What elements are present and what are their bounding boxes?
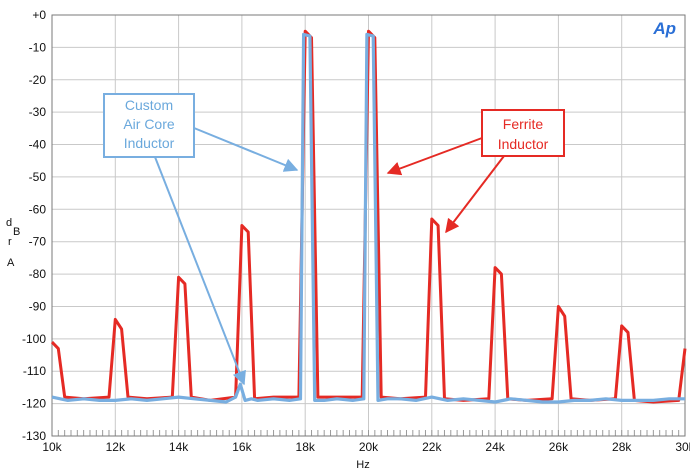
y-tick-label: +0 — [32, 8, 46, 22]
y-tick-labels: +0 -10 -20 -30 -40 -50 -60 -70 -80 -90 -100 -110 -12… — [22, 8, 46, 443]
x-axis-label: Hz — [356, 459, 369, 470]
ferrite-annotation: Ferrite Inductor — [386, 109, 565, 234]
ferrite-annotation-line-1: Ferrite — [503, 116, 544, 132]
x-tick-label: 12k — [106, 440, 126, 454]
air-core-annotation-line-2: Air Core — [123, 116, 175, 132]
air-core-annotation-line-3: Inductor — [124, 135, 175, 151]
y-tick-label: -30 — [29, 105, 47, 119]
x-tick-label: 14k — [169, 440, 189, 454]
air-core-arrow-1 — [193, 127, 299, 172]
ferrite-annotation-box — [481, 109, 565, 157]
y-axis-label-char-2: B — [13, 226, 20, 238]
y-axis-label-char-4: A — [7, 257, 15, 269]
series-line-air-core — [51, 32, 685, 404]
y-axis-label-char-3: r — [8, 236, 12, 248]
y-tick-label: -10 — [29, 40, 47, 54]
x-tick-label: 30k — [675, 440, 690, 454]
air-core-arrow-2 — [154, 156, 246, 386]
x-tick-label: 20k — [359, 440, 379, 454]
x-tick-labels: 10k 12k 14k 16k 18k 20k 22k 24k 26k 28k 30k — [42, 440, 690, 454]
series — [50, 29, 687, 404]
plot-frame — [51, 14, 686, 437]
air-core-annotation: Custom Air Core Inductor — [103, 93, 299, 386]
air-core-annotation-box — [103, 93, 195, 158]
y-axis-label-char-1: d — [6, 217, 12, 229]
x-tick-label: 28k — [612, 440, 632, 454]
ferrite-arrow-2 — [445, 155, 505, 234]
y-tick-label: -80 — [29, 267, 47, 281]
y-tick-label: -110 — [23, 364, 46, 378]
y-tick-label: -120 — [22, 397, 46, 411]
y-tick-label: -90 — [29, 299, 47, 313]
x-minor-ticks — [51, 430, 686, 436]
y-tick-label: -20 — [29, 73, 47, 87]
air-core-annotation-line-1: Custom — [125, 97, 173, 113]
y-tick-label: -130 — [22, 429, 46, 443]
ferrite-arrow-1 — [386, 137, 483, 176]
ferrite-annotation-line-2: Inductor — [498, 136, 549, 152]
y-tick-label: -50 — [29, 170, 47, 184]
y-tick-label: -70 — [29, 235, 47, 249]
ap-logo: Ap — [652, 19, 676, 38]
x-tick-label: 10k — [42, 440, 62, 454]
x-tick-label: 26k — [549, 440, 569, 454]
x-tick-label: 24k — [485, 440, 505, 454]
x-tick-label: 18k — [296, 440, 316, 454]
x-tick-label: 22k — [422, 440, 442, 454]
y-tick-label: -40 — [29, 138, 47, 152]
y-tick-label: -100 — [22, 332, 46, 346]
y-tick-label: -60 — [29, 202, 47, 216]
x-tick-label: 16k — [232, 440, 252, 454]
